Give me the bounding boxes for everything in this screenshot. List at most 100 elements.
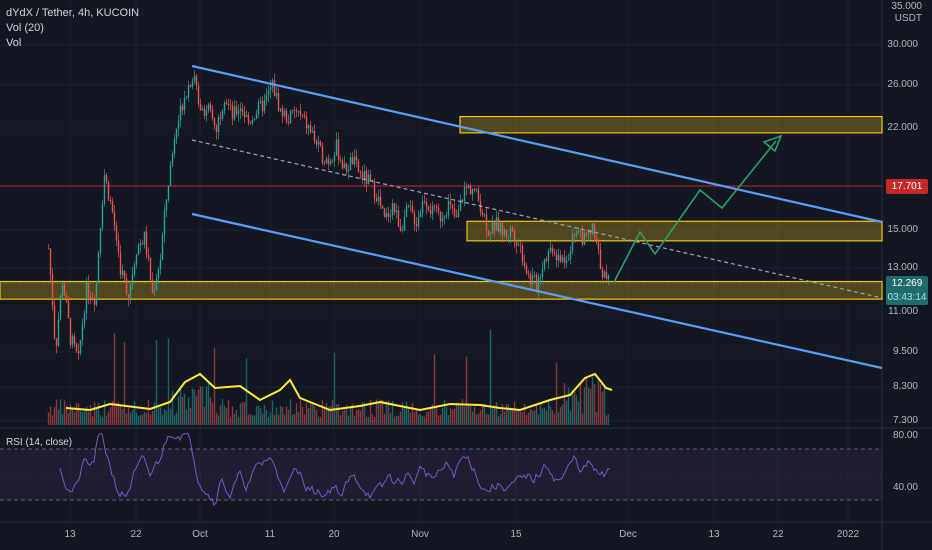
candle-body <box>339 159 342 161</box>
candle-body <box>471 188 474 195</box>
volume-bar <box>365 416 368 425</box>
time-tick-label: Oct <box>192 529 208 540</box>
volume-bar <box>163 408 166 425</box>
candle-body <box>267 90 270 95</box>
candle-body <box>423 201 426 202</box>
volume-bar <box>401 402 404 425</box>
volume-bar <box>173 415 176 425</box>
volume-label[interactable]: Vol <box>6 37 22 49</box>
candle-body <box>185 97 188 99</box>
volume-bar <box>161 414 164 425</box>
volume-bar <box>351 403 354 425</box>
volume-bar <box>319 416 322 425</box>
candle-body <box>489 233 492 236</box>
volume-bar <box>189 407 192 425</box>
candle-body <box>59 295 62 320</box>
volume-bar <box>299 400 302 425</box>
volume-bar <box>81 412 84 425</box>
candle-body <box>519 245 522 247</box>
candle-body <box>425 201 428 207</box>
candle-body <box>55 338 58 346</box>
volume-bar <box>237 416 240 425</box>
volume-bar <box>75 403 78 425</box>
candle-body <box>135 255 138 265</box>
candle-body <box>263 100 266 112</box>
volume-bar <box>231 406 234 425</box>
candle-body <box>485 214 488 231</box>
candle-body <box>383 208 386 218</box>
volume-bar <box>553 414 556 425</box>
candle-body <box>199 103 202 111</box>
volume-bar <box>167 338 170 425</box>
candle-body <box>547 251 550 261</box>
volume-bar <box>471 411 474 425</box>
volume-bar <box>341 411 344 425</box>
volume-bar <box>73 412 76 425</box>
candle-body <box>531 275 534 285</box>
candle-body <box>131 274 134 285</box>
candle-body <box>111 201 114 213</box>
volume-bar <box>441 408 444 425</box>
candle-body <box>399 226 402 231</box>
volume-bar <box>153 402 156 425</box>
volume-bar <box>123 342 126 425</box>
candle-body <box>207 104 210 111</box>
candle-body <box>475 189 478 191</box>
volume-bar <box>485 414 488 425</box>
volume-bar <box>143 411 146 425</box>
volume-bar <box>435 406 438 425</box>
candle-body <box>193 75 196 82</box>
volume-bar <box>415 409 418 425</box>
volume-bar <box>403 408 406 425</box>
volume-bar <box>497 416 500 425</box>
candle-body <box>599 249 602 270</box>
candle-body <box>391 203 394 216</box>
volume-bar <box>459 405 462 425</box>
volume-bar <box>313 405 316 425</box>
volume-bar <box>395 415 398 425</box>
candle-body <box>393 203 396 213</box>
candle-body <box>121 270 124 275</box>
candle-body <box>173 139 176 154</box>
volume-bar <box>61 414 64 425</box>
projection-path <box>613 140 777 283</box>
volume-bar <box>197 389 200 425</box>
volume-bar <box>519 411 522 425</box>
volume-bar <box>185 409 188 425</box>
candle-body <box>551 247 554 253</box>
volume-bar <box>393 416 396 425</box>
rsi-legend[interactable]: RSI (14, close) <box>6 437 73 448</box>
volume-bar <box>269 412 272 425</box>
candle-body <box>67 301 70 318</box>
symbol-title[interactable]: dYdX / Tether, 4h, KUCOIN <box>6 7 140 19</box>
candle-body <box>491 220 494 234</box>
candle-body <box>225 102 228 105</box>
volume-ma-line <box>65 372 613 412</box>
candle-body <box>515 242 518 246</box>
chart-legend: dYdX / Tether, 4h, KUCOIN Vol (20) Vol <box>6 6 139 51</box>
volume-bar <box>597 379 600 425</box>
volume-bar <box>475 414 478 425</box>
volume-indicator-label[interactable]: Vol (20) <box>6 22 44 34</box>
countdown-tag: 03:43:14 <box>886 290 928 305</box>
volume-bar <box>397 415 400 425</box>
time-tick-label: 20 <box>328 529 340 540</box>
candle-body <box>455 216 458 218</box>
candle-body <box>601 269 604 278</box>
candle-body <box>69 317 72 345</box>
candle-body <box>175 128 178 140</box>
volume-bar <box>337 403 340 425</box>
volume-bar <box>279 405 282 425</box>
volume-bar <box>457 404 460 425</box>
volume-bar <box>331 399 334 425</box>
time-tick-label: Nov <box>411 529 429 540</box>
volume-bar <box>109 407 112 425</box>
volume-bar <box>481 405 484 425</box>
trend-channel <box>191 64 883 370</box>
volume-bar <box>117 402 120 425</box>
candle-body <box>327 158 330 165</box>
candle-body <box>505 229 508 236</box>
candle-body <box>559 254 562 262</box>
price-tick-label: 22.000 <box>887 122 918 133</box>
